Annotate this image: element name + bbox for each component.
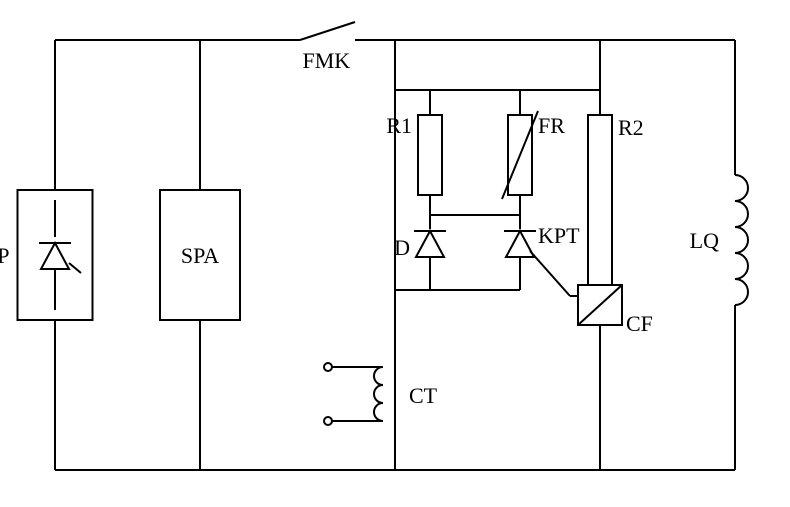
label-r1: R1 [386,113,412,138]
resistor-r1 [418,115,442,195]
label-lp: LP [0,243,10,268]
label-fmk: FMK [303,48,351,73]
label-spa: SPA [181,243,219,268]
resistor-r2 [588,115,612,285]
circuit-diagram: FMK LP SPA R1 FR R2 D KPT CF CT LQ [0,0,790,507]
label-kpt: KPT [538,223,580,248]
switch-fmk [300,22,355,40]
thyristor-kpt [506,231,534,257]
label-lq: LQ [690,228,719,253]
label-ct: CT [409,383,438,408]
ct-secondary-coil [374,367,383,421]
label-r2: R2 [618,115,644,140]
label-cf: CF [626,311,653,336]
label-fr: FR [538,113,565,138]
label-d: D [394,235,410,260]
diode-d [416,231,444,257]
